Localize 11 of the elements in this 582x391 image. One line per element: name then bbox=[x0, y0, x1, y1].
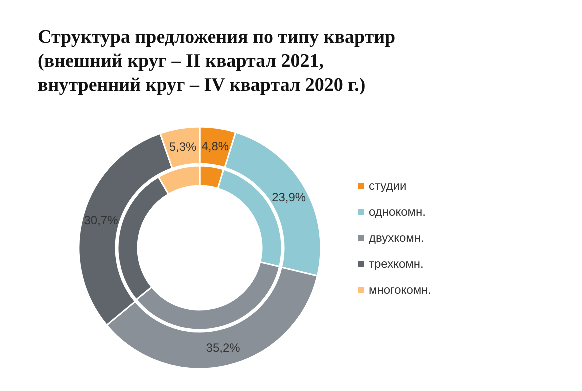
legend-label: трехкомн. bbox=[369, 257, 424, 271]
data-label: 30,7% bbox=[84, 213, 119, 228]
legend-label: однокомн. bbox=[369, 205, 426, 219]
data-label: 4,8% bbox=[202, 140, 230, 154]
legend-label: многокомн. bbox=[369, 283, 432, 297]
data-label: 5,3% bbox=[169, 140, 197, 154]
legend-label: студии bbox=[369, 179, 407, 193]
legend-label: двухкомн. bbox=[369, 231, 424, 245]
data-label: 35,2% bbox=[206, 340, 241, 355]
chart-title: Структура предложения по типу квартир (внешний круг – II квартал 2021, внутренний круг – IV квартал 2020 г.) bbox=[38, 26, 396, 98]
data-label: 23,9% bbox=[272, 190, 306, 204]
